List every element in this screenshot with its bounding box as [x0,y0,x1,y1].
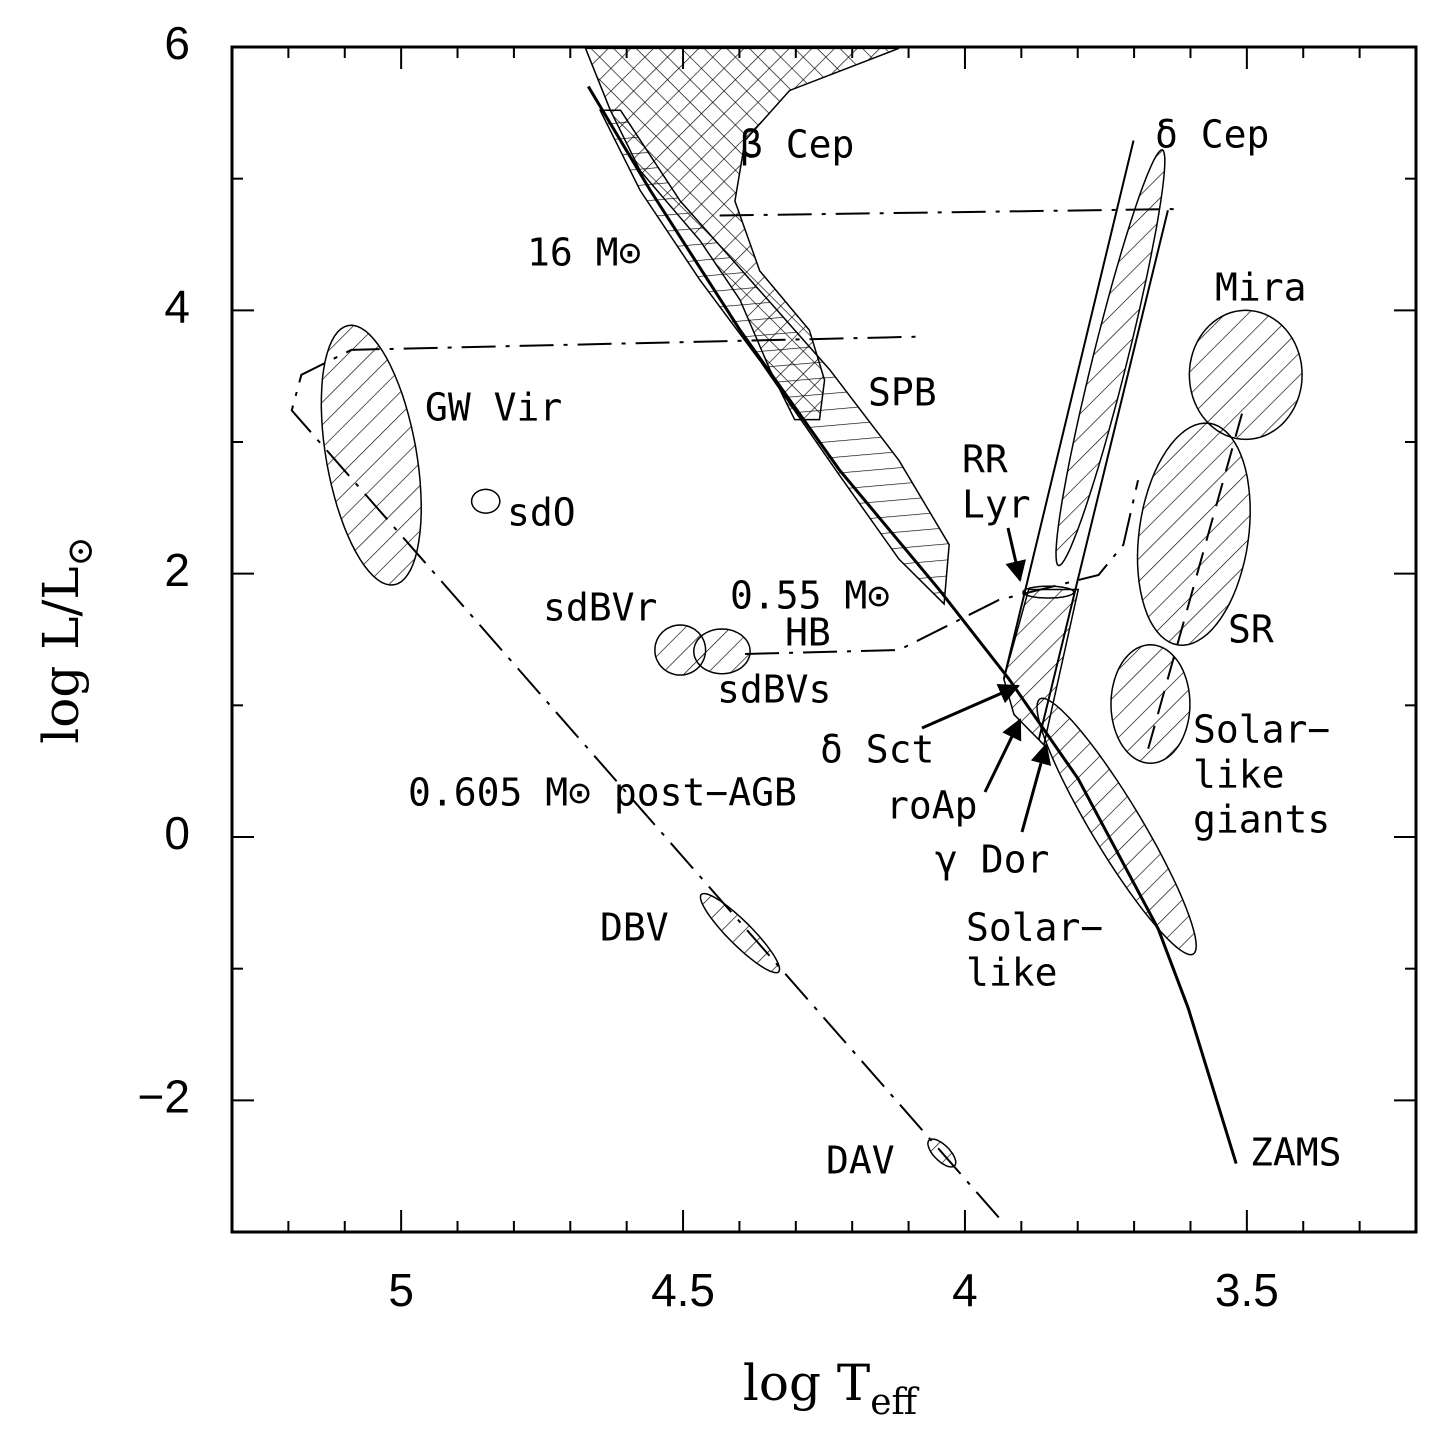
region [470,488,501,514]
region [1110,644,1191,765]
region [1136,422,1251,646]
y-axis-title: log L/L⊙ [32,536,101,743]
annotation: HB [785,611,831,655]
annotation: β Cep [740,123,854,167]
y-tick-label: 2 [164,544,190,596]
y-tick-label: −2 [138,1070,190,1122]
arrow [1020,742,1052,833]
arrows [921,527,1052,833]
region [699,892,781,974]
annotation: 0.605 M⊙ post−AGB [408,771,797,815]
annotation: δ Sct [820,728,934,772]
x-axis-title-main: log T [743,1354,870,1412]
annotation: Solar− [966,906,1103,950]
plot-frame [230,45,1418,1234]
annotation: RR [962,438,1008,482]
annotation: sdBVs [717,668,831,712]
annotation: sdO [507,491,576,535]
track [1037,210,1169,740]
y-tick-label: 6 [164,17,190,69]
region [598,109,950,606]
annotation: 0.55 M⊙ [730,574,890,618]
track [587,85,1238,1164]
track [1002,140,1135,680]
region [1003,588,1080,747]
track [745,479,1140,655]
annotation: SPB [868,371,937,415]
annotation: DBV [600,906,669,950]
region [1188,309,1303,441]
annotation: like [966,951,1058,995]
x-axis-title: log Teff [743,1354,920,1423]
annotation: SR [1228,608,1274,652]
annotation: sdBVr [543,586,657,630]
y-tick-label: 4 [164,280,190,332]
arrow [921,683,1020,730]
annotation: giants [1193,798,1330,842]
x-tick-label: 5 [388,1264,414,1316]
arrow [1005,527,1026,583]
annotation: DAV [826,1139,895,1183]
annotation: roAp [886,784,978,828]
x-tick-label: 4 [952,1264,978,1316]
region [320,324,422,586]
x-tick-label: 4.5 [651,1264,715,1316]
region [654,624,707,676]
x-axis-title-sub: eff [870,1382,919,1423]
track [1147,410,1244,750]
track [719,207,1184,217]
region [1022,585,1075,599]
annotation: GW Vir [425,386,562,430]
x-tick-label: 3.5 [1215,1264,1279,1316]
annotation: γ Dor [935,838,1049,882]
annotation: ZAMS [1250,1131,1342,1175]
y-tick-label: 0 [164,807,190,859]
region [1036,697,1197,956]
y-axis-title-sub: ⊙ [60,536,101,566]
arrow [983,718,1022,793]
annotation: Mira [1215,266,1307,310]
annotation: Lyr [962,483,1031,527]
annotation: like [1193,753,1285,797]
y-axis-title-main: log L/L [32,566,90,743]
region [693,628,751,675]
region [1055,148,1166,567]
track [290,335,1000,1219]
annotation: δ Cep [1155,113,1269,157]
annotation: 16 M⊙ [527,231,641,275]
annotation: Solar− [1193,708,1330,752]
